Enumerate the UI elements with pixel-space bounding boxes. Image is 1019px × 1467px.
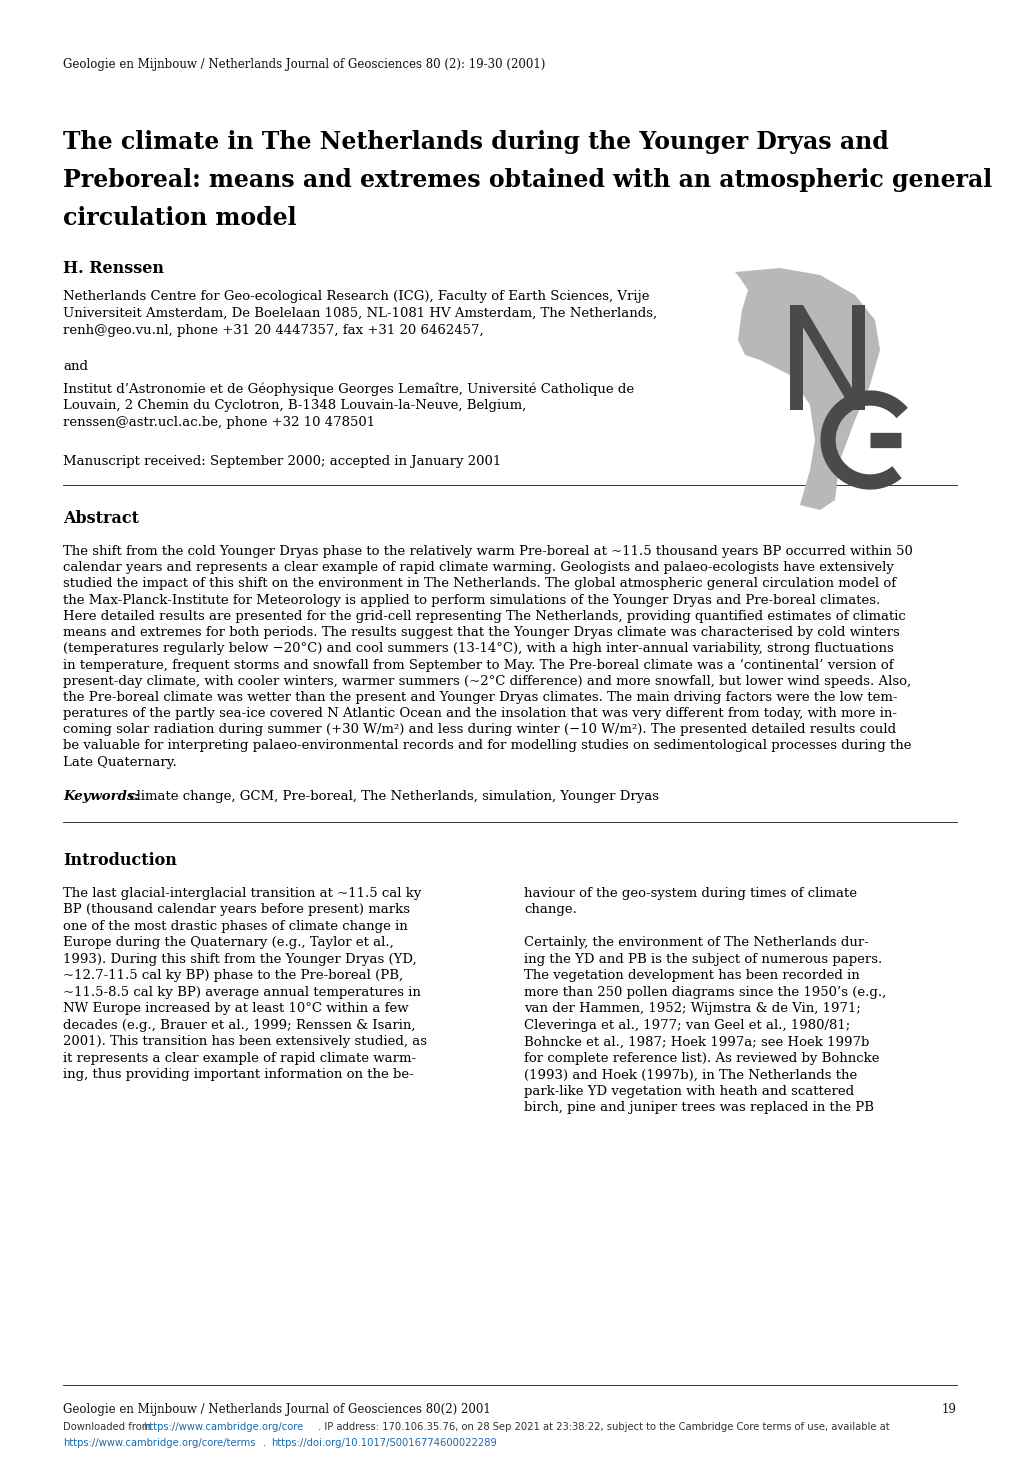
Text: peratures of the partly sea-ice covered N Atlantic Ocean and the insolation that: peratures of the partly sea-ice covered … (63, 707, 896, 720)
Text: https://www.cambridge.org/core: https://www.cambridge.org/core (143, 1422, 303, 1432)
Text: Late Quaternary.: Late Quaternary. (63, 756, 176, 769)
Text: climate change, GCM, Pre-boreal, The Netherlands, simulation, Younger Dryas: climate change, GCM, Pre-boreal, The Net… (125, 789, 658, 802)
Text: .: . (263, 1438, 269, 1448)
Text: decades (e.g., Brauer et al., 1999; Renssen & Isarin,: decades (e.g., Brauer et al., 1999; Rens… (63, 1018, 415, 1031)
Text: the Max-Planck-Institute for Meteorology is applied to perform simulations of th: the Max-Planck-Institute for Meteorology… (63, 594, 879, 606)
Text: birch, pine and juniper trees was replaced in the PB: birch, pine and juniper trees was replac… (524, 1102, 873, 1115)
Text: studied the impact of this shift on the environment in The Netherlands. The glob: studied the impact of this shift on the … (63, 578, 896, 590)
Text: Geologie en Mijnbouw / Netherlands Journal of Geosciences 80 (2): 19-30 (2001): Geologie en Mijnbouw / Netherlands Journ… (63, 59, 545, 70)
Polygon shape (735, 268, 879, 511)
Text: (temperatures regularly below −20°C) and cool summers (13-14°C), with a high int: (temperatures regularly below −20°C) and… (63, 643, 893, 656)
Bar (790, 305, 802, 409)
Text: Keywords:: Keywords: (63, 789, 140, 802)
Text: Netherlands Centre for Geo-ecological Research (ICG), Faculty of Earth Sciences,: Netherlands Centre for Geo-ecological Re… (63, 290, 649, 304)
Text: ing, thus providing important information on the be-: ing, thus providing important informatio… (63, 1068, 414, 1081)
Text: Preboreal: means and extremes obtained with an atmospheric general: Preboreal: means and extremes obtained w… (63, 169, 991, 192)
Text: BP (thousand calendar years before present) marks: BP (thousand calendar years before prese… (63, 904, 410, 917)
Text: coming solar radiation during summer (+30 W/m²) and less during winter (−10 W/m²: coming solar radiation during summer (+3… (63, 723, 896, 736)
Text: ~11.5-8.5 cal ky BP) average annual temperatures in: ~11.5-8.5 cal ky BP) average annual temp… (63, 986, 421, 999)
Text: Universiteit Amsterdam, De Boelelaan 1085, NL-1081 HV Amsterdam, The Netherlands: Universiteit Amsterdam, De Boelelaan 108… (63, 307, 656, 320)
Text: change.: change. (524, 904, 577, 917)
Text: The climate in The Netherlands during the Younger Dryas and: The climate in The Netherlands during th… (63, 131, 888, 154)
Text: Europe during the Quaternary (e.g., Taylor et al.,: Europe during the Quaternary (e.g., Tayl… (63, 936, 393, 949)
Text: calendar years and represents a clear example of rapid climate warming. Geologis: calendar years and represents a clear ex… (63, 562, 893, 574)
Bar (851, 305, 864, 409)
Text: more than 250 pollen diagrams since the 1950’s (e.g.,: more than 250 pollen diagrams since the … (524, 986, 886, 999)
Text: . IP address: 170.106.35.76, on 28 Sep 2021 at 23:38:22, subject to the Cambridg: . IP address: 170.106.35.76, on 28 Sep 2… (318, 1422, 889, 1432)
Text: (1993) and Hoek (1997b), in The Netherlands the: (1993) and Hoek (1997b), in The Netherla… (524, 1068, 856, 1081)
Text: Introduction: Introduction (63, 852, 176, 868)
Text: renssen@astr.ucl.ac.be, phone +32 10 478501: renssen@astr.ucl.ac.be, phone +32 10 478… (63, 417, 375, 428)
Text: and: and (63, 359, 88, 373)
Text: present-day climate, with cooler winters, warmer summers (~2°C difference) and m: present-day climate, with cooler winters… (63, 675, 910, 688)
Text: ing the YD and PB is the subject of numerous papers.: ing the YD and PB is the subject of nume… (524, 952, 881, 965)
Text: van der Hammen, 1952; Wijmstra & de Vin, 1971;: van der Hammen, 1952; Wijmstra & de Vin,… (524, 1002, 860, 1015)
Text: be valuable for interpreting palaeo-environmental records and for modelling stud: be valuable for interpreting palaeo-envi… (63, 739, 911, 753)
Text: The last glacial-interglacial transition at ~11.5 cal ky: The last glacial-interglacial transition… (63, 886, 421, 899)
Text: Certainly, the environment of The Netherlands dur-: Certainly, the environment of The Nether… (524, 936, 868, 949)
Text: Institut d’Astronomie et de Géophysique Georges Lemaître, Université Catholique : Institut d’Astronomie et de Géophysique … (63, 381, 634, 396)
Text: NW Europe increased by at least 10°C within a few: NW Europe increased by at least 10°C wit… (63, 1002, 409, 1015)
Text: the Pre-boreal climate was wetter than the present and Younger Dryas climates. T: the Pre-boreal climate was wetter than t… (63, 691, 897, 704)
Text: one of the most drastic phases of climate change in: one of the most drastic phases of climat… (63, 920, 408, 933)
Text: haviour of the geo-system during times of climate: haviour of the geo-system during times o… (524, 886, 856, 899)
Text: Abstract: Abstract (63, 511, 139, 527)
Text: Geologie en Mijnbouw / Netherlands Journal of Geosciences 80(2) 2001: Geologie en Mijnbouw / Netherlands Journ… (63, 1402, 490, 1416)
Text: The shift from the cold Younger Dryas phase to the relatively warm Pre-boreal at: The shift from the cold Younger Dryas ph… (63, 546, 912, 557)
Text: The vegetation development has been recorded in: The vegetation development has been reco… (524, 970, 859, 983)
Text: for complete reference list). As reviewed by Bohncke: for complete reference list). As reviewe… (524, 1052, 878, 1065)
Text: Cleveringa et al., 1977; van Geel et al., 1980/81;: Cleveringa et al., 1977; van Geel et al.… (524, 1018, 850, 1031)
Text: it represents a clear example of rapid climate warm-: it represents a clear example of rapid c… (63, 1052, 416, 1065)
Text: 2001). This transition has been extensively studied, as: 2001). This transition has been extensiv… (63, 1036, 427, 1049)
Text: ~12.7-11.5 cal ky BP) phase to the Pre-boreal (PB,: ~12.7-11.5 cal ky BP) phase to the Pre-b… (63, 970, 403, 983)
Text: https://doi.org/10.1017/S0016774600022289: https://doi.org/10.1017/S001677460002228… (271, 1438, 496, 1448)
Text: renh@geo.vu.nl, phone +31 20 4447357, fax +31 20 6462457,: renh@geo.vu.nl, phone +31 20 4447357, fa… (63, 324, 483, 337)
Text: https://www.cambridge.org/core/terms: https://www.cambridge.org/core/terms (63, 1438, 255, 1448)
Text: in temperature, frequent storms and snowfall from September to May. The Pre-bore: in temperature, frequent storms and snow… (63, 659, 893, 672)
Text: means and extremes for both periods. The results suggest that the Younger Dryas : means and extremes for both periods. The… (63, 626, 899, 640)
Text: 19: 19 (942, 1402, 956, 1416)
Text: Here detailed results are presented for the grid-cell representing The Netherlan: Here detailed results are presented for … (63, 610, 905, 623)
Text: Louvain, 2 Chemin du Cyclotron, B-1348 Louvain-la-Neuve, Belgium,: Louvain, 2 Chemin du Cyclotron, B-1348 L… (63, 399, 526, 412)
Text: Manuscript received: September 2000; accepted in January 2001: Manuscript received: September 2000; acc… (63, 455, 500, 468)
Text: H. Renssen: H. Renssen (63, 260, 164, 277)
Text: Downloaded from: Downloaded from (63, 1422, 154, 1432)
Polygon shape (790, 305, 864, 409)
Text: circulation model: circulation model (63, 205, 297, 230)
Text: Bohncke et al., 1987; Hoek 1997a; see Hoek 1997b: Bohncke et al., 1987; Hoek 1997a; see Ho… (524, 1036, 868, 1049)
Text: park-like YD vegetation with heath and scattered: park-like YD vegetation with heath and s… (524, 1084, 853, 1097)
Text: 1993). During this shift from the Younger Dryas (YD,: 1993). During this shift from the Younge… (63, 952, 416, 965)
